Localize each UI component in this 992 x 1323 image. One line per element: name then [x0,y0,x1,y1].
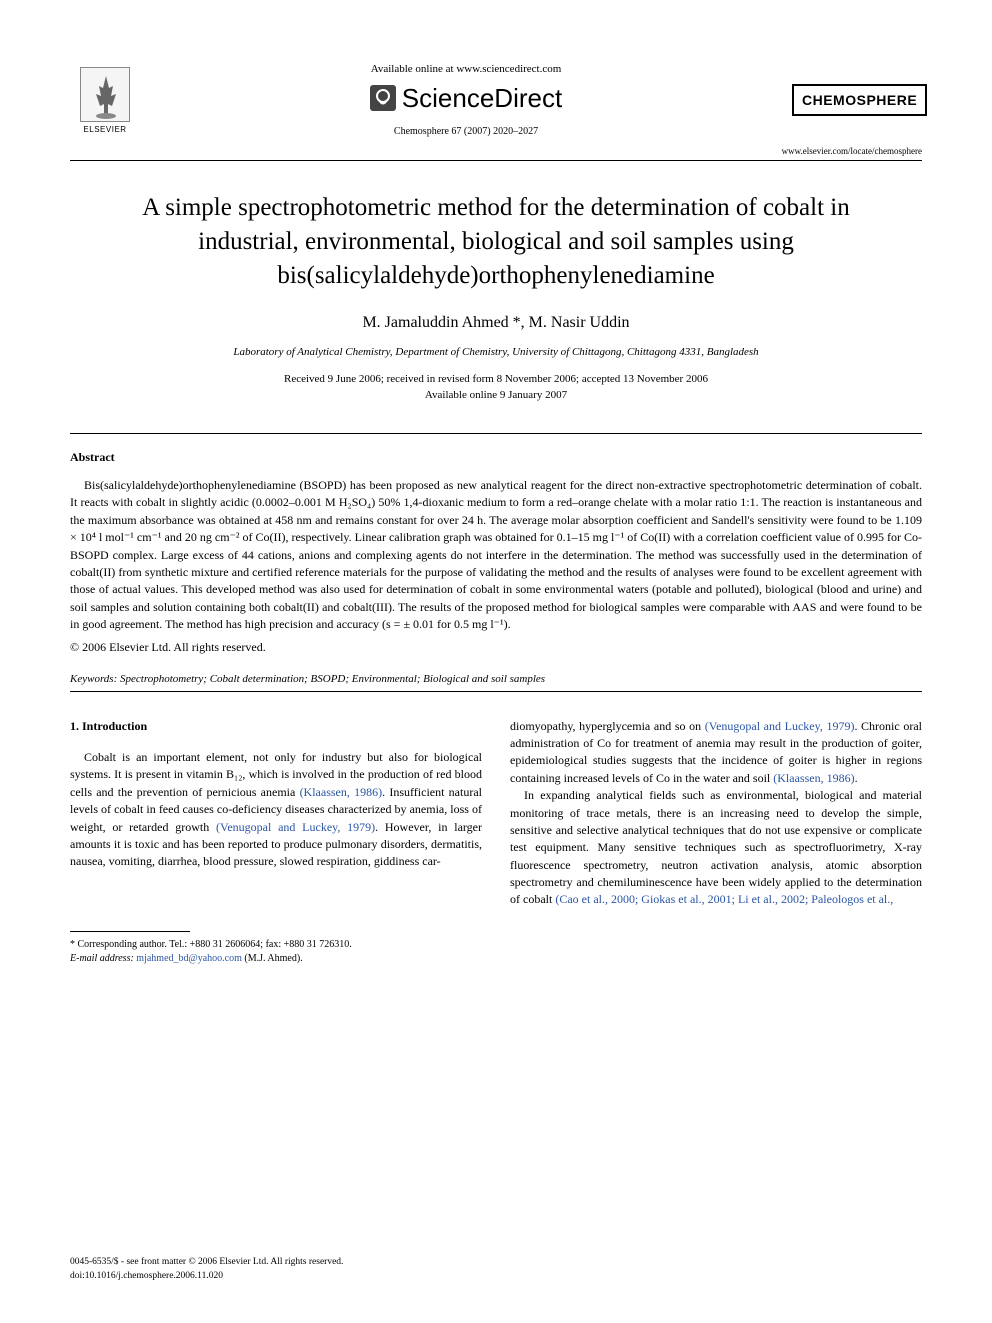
keywords-label: Keywords: [70,673,117,685]
rule-below-keywords [70,691,922,692]
footer-front-matter: 0045-6535/$ - see front matter © 2006 El… [70,1257,343,1267]
authors: M. Jamaluddin Ahmed *, M. Nasir Uddin [70,314,922,332]
abstract-label: Abstract [70,450,922,465]
dates-received: Received 9 June 2006; received in revise… [284,373,708,385]
journal-url[interactable]: www.elsevier.com/locate/chemosphere [70,146,922,156]
ref-klaassen-1986-b[interactable]: (Klaassen, 1986) [773,771,854,785]
body-columns: 1. Introduction Cobalt is an important e… [70,718,922,966]
ref-klaassen-1986-a[interactable]: (Klaassen, 1986) [300,785,383,799]
footnote-email-suffix: (M.J. Ahmed). [244,953,302,964]
footnote-rule [70,931,190,932]
footnote-email-link[interactable]: mjahmed_bd@yahoo.com [136,953,242,964]
column-right: diomyopathy, hyperglycemia and so on (Ve… [510,718,922,966]
column-left: 1. Introduction Cobalt is an important e… [70,718,482,966]
elsevier-tree-icon [80,67,130,122]
article-title: A simple spectrophotometric method for t… [70,191,922,292]
sciencedirect-text: ScienceDirect [402,83,562,114]
intro-paragraph-right-2: In expanding analytical fields such as e… [510,787,922,909]
intro-paragraph-right-1: diomyopathy, hyperglycemia and so on (Ve… [510,718,922,788]
ref-multi-2000-2002[interactable]: (Cao et al., 2000; Giokas et al., 2001; … [555,892,893,906]
citation-text: Chemosphere 67 (2007) 2020–2027 [140,126,792,137]
center-header: Available online at www.sciencedirect.co… [140,63,792,138]
ref-venugopal-1979-a[interactable]: (Venugopal and Luckey, 1979) [216,820,375,834]
intro-text-r2a: In expanding analytical fields such as e… [510,788,922,906]
available-online-text: Available online at www.sciencedirect.co… [140,63,792,75]
footer-doi: doi:10.1016/j.chemosphere.2006.11.020 [70,1271,223,1281]
keywords-body: Spectrophotometry; Cobalt determination;… [120,673,545,685]
sciencedirect-brand: ScienceDirect [370,83,562,114]
rule-above-abstract [70,433,922,434]
rule-top [70,160,922,161]
footnote-corr: * Corresponding author. Tel.: +880 31 26… [70,939,352,950]
journal-box: CHEMOSPHERE [792,84,922,116]
article-dates: Received 9 June 2006; received in revise… [70,372,922,403]
affiliation: Laboratory of Analytical Chemistry, Depa… [70,346,922,358]
intro-text-r1a: diomyopathy, hyperglycemia and so on [510,719,705,733]
section-1-heading: 1. Introduction [70,718,482,735]
elsevier-logo: ELSEVIER [70,60,140,140]
copyright: © 2006 Elsevier Ltd. All rights reserved… [70,640,922,655]
intro-paragraph-left: Cobalt is an important element, not only… [70,749,482,871]
journal-name: CHEMOSPHERE [792,84,927,116]
page-footer: 0045-6535/$ - see front matter © 2006 El… [70,1256,343,1283]
footnote-email-label: E-mail address: [70,953,134,964]
publisher-name: ELSEVIER [83,125,126,134]
corresponding-author-footnote: * Corresponding author. Tel.: +880 31 26… [70,938,482,966]
ref-venugopal-1979-b[interactable]: (Venugopal and Luckey, 1979) [705,719,855,733]
sciencedirect-icon [370,85,396,111]
abstract-body: Bis(salicylaldehyde)orthophenylenediamin… [70,477,922,634]
dates-online: Available online 9 January 2007 [425,389,567,401]
keywords: Keywords: Spectrophotometry; Cobalt dete… [70,673,922,685]
intro-text-r1c: . [855,771,858,785]
header-row: ELSEVIER Available online at www.science… [70,60,922,140]
